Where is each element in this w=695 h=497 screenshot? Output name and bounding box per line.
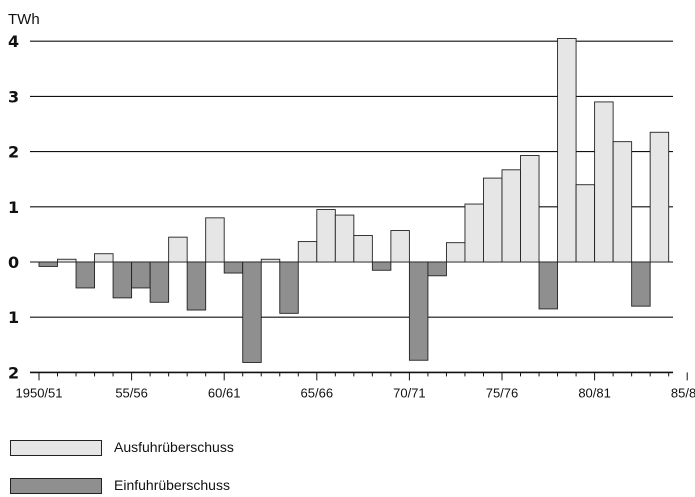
bar-1976/77 xyxy=(520,155,540,263)
x-tick-label: 75/76 xyxy=(486,385,519,400)
bar-1974/75 xyxy=(483,177,503,263)
y-tick-label: 0 xyxy=(8,253,19,272)
bar-1977/78 xyxy=(538,261,559,310)
bar-1970/71 xyxy=(408,261,429,361)
y-tick-label: 3 xyxy=(8,87,19,106)
y-tick-label: 2 xyxy=(8,363,19,382)
bar-1969/70 xyxy=(390,230,410,263)
bar-1979/80 xyxy=(575,184,596,263)
bar-1954/55 xyxy=(112,261,133,299)
bar-1971/72 xyxy=(427,261,447,277)
bar-1952/53 xyxy=(75,261,96,289)
bar-1951/52 xyxy=(57,258,77,263)
bar-1980/81 xyxy=(594,101,614,263)
bar-1964/65 xyxy=(297,241,318,263)
legend-label-import: Einfuhrüberschuss xyxy=(114,477,230,493)
x-tick-label: 85/86 xyxy=(671,385,695,400)
bar-1958/59 xyxy=(186,261,207,311)
bar-1982/83 xyxy=(631,261,651,307)
y-tick-label: 1 xyxy=(8,308,19,327)
bar-1960/61 xyxy=(223,261,244,274)
bar-1973/74 xyxy=(464,203,484,263)
axes: 4 3 2 1 0 1 2 1950/51 55/56 60/61 65/66 70/71 75/76 8… xyxy=(8,32,695,400)
x-tick-label: 60/61 xyxy=(208,385,241,400)
bar-1966/67 xyxy=(334,214,355,263)
legend-label-export: Ausfuhrüberschuss xyxy=(114,439,234,455)
bar-1975/76 xyxy=(501,169,521,263)
x-tick-label: 70/71 xyxy=(393,385,426,400)
bar-1950/51 xyxy=(38,261,58,267)
bar-1978/79 xyxy=(557,37,577,263)
bar-1962/63 xyxy=(260,258,281,263)
x-tick-label: 1950/51 xyxy=(16,385,63,400)
y-tick-label: 4 xyxy=(8,32,19,51)
y-tick-label: 1 xyxy=(8,198,19,217)
x-tick-label: 80/81 xyxy=(578,385,611,400)
bar-1981/82 xyxy=(612,141,633,263)
bar-1972/73 xyxy=(445,242,466,263)
x-tick-label: 65/66 xyxy=(301,385,334,400)
bar-1961/62 xyxy=(242,261,262,363)
bar-1965/66 xyxy=(316,209,336,263)
bar-chart: 4 3 2 1 0 1 2 1950/51 55/56 60/61 65/66 70/71 75/76 8… xyxy=(8,11,695,400)
legend-swatch-export xyxy=(10,440,102,456)
bar-1955/56 xyxy=(131,261,151,289)
bar-1968/69 xyxy=(371,261,392,271)
bar-1957/58 xyxy=(168,236,188,263)
y-tick-label: 2 xyxy=(8,143,19,162)
bar-1963/64 xyxy=(279,261,299,314)
x-tick-label: 55/56 xyxy=(115,385,148,400)
bar-1953/54 xyxy=(94,253,114,263)
legend-swatch-import xyxy=(10,478,102,494)
y-unit-label: TWh xyxy=(8,11,40,28)
bar-1959/60 xyxy=(205,217,225,263)
bar-1983/84 xyxy=(649,131,670,263)
bars xyxy=(38,37,670,363)
bar-1967/68 xyxy=(353,235,373,263)
bar-1956/57 xyxy=(149,261,170,303)
